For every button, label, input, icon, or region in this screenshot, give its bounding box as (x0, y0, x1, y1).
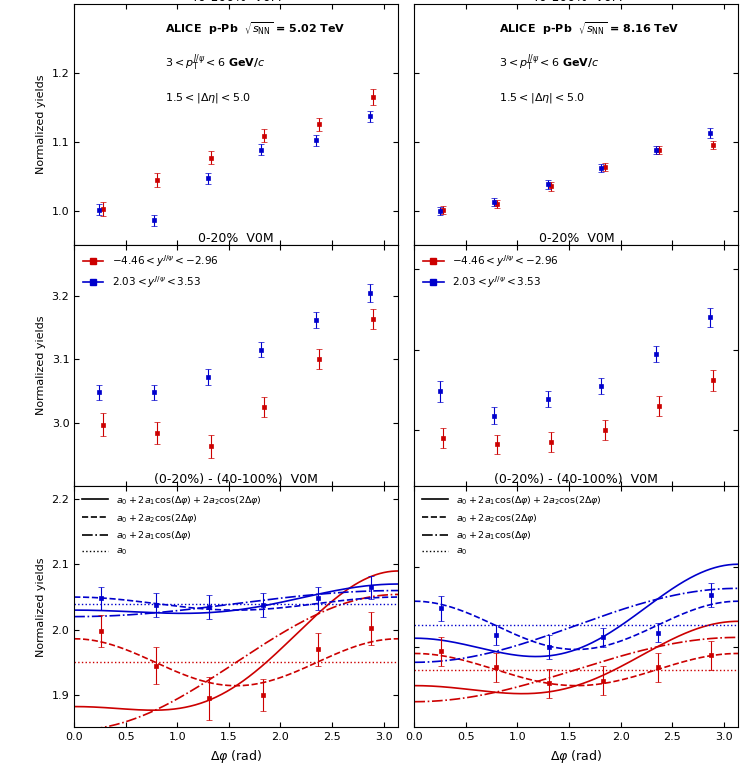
Title: 40-100%  V0M: 40-100% V0M (531, 0, 622, 4)
Title: (0-20%) - (40-100%)  V0M: (0-20%) - (40-100%) V0M (154, 473, 318, 486)
X-axis label: $\Delta\varphi$ (rad): $\Delta\varphi$ (rad) (210, 748, 262, 765)
Title: 40-100%  V0M: 40-100% V0M (191, 0, 282, 4)
Text: ALICE  p-Pb  $\sqrt{s_{\mathrm{NN}}}$ = 5.02 TeV: ALICE p-Pb $\sqrt{s_{\mathrm{NN}}}$ = 5.… (165, 20, 345, 37)
Text: $1.5 < |\Delta\eta| < 5.0$: $1.5 < |\Delta\eta| < 5.0$ (165, 91, 251, 105)
Y-axis label: Normalized yields: Normalized yields (36, 557, 46, 657)
Y-axis label: Normalized yields: Normalized yields (36, 316, 46, 415)
Text: $3 < p_{\mathrm{T}}^{J/\psi} < 6$ GeV/$c$: $3 < p_{\mathrm{T}}^{J/\psi} < 6$ GeV/$c… (165, 52, 266, 73)
Title: 0-20%  V0M: 0-20% V0M (539, 232, 614, 245)
Y-axis label: Normalized yields: Normalized yields (36, 75, 46, 174)
Text: $1.5 < |\Delta\eta| < 5.0$: $1.5 < |\Delta\eta| < 5.0$ (499, 91, 585, 105)
Legend: $a_0+2a_1\cos(\Delta\varphi)+2a_2\cos(2\Delta\varphi)$, $a_0+2a_2\cos(2\Delta\va: $a_0+2a_1\cos(\Delta\varphi)+2a_2\cos(2\… (79, 491, 264, 560)
Title: 0-20%  V0M: 0-20% V0M (198, 232, 274, 245)
Legend: $-4.46 < y^{J/\psi} < -2.96$, $2.03 < y^{J/\psi} < 3.53$: $-4.46 < y^{J/\psi} < -2.96$, $2.03 < y^… (419, 251, 562, 293)
Title: (0-20%) - (40-100%)  V0M: (0-20%) - (40-100%) V0M (494, 473, 658, 486)
Text: $3 < p_{\mathrm{T}}^{J/\psi} < 6$ GeV/$c$: $3 < p_{\mathrm{T}}^{J/\psi} < 6$ GeV/$c… (499, 52, 599, 73)
Legend: $-4.46 < y^{J/\psi} < -2.96$, $2.03 < y^{J/\psi} < 3.53$: $-4.46 < y^{J/\psi} < -2.96$, $2.03 < y^… (79, 251, 222, 293)
Legend: $a_0+2a_1\cos(\Delta\varphi)+2a_2\cos(2\Delta\varphi)$, $a_0+2a_2\cos(2\Delta\va: $a_0+2a_1\cos(\Delta\varphi)+2a_2\cos(2\… (419, 491, 605, 560)
Text: ALICE  p-Pb  $\sqrt{s_{\mathrm{NN}}}$ = 8.16 TeV: ALICE p-Pb $\sqrt{s_{\mathrm{NN}}}$ = 8.… (499, 20, 679, 37)
X-axis label: $\Delta\varphi$ (rad): $\Delta\varphi$ (rad) (551, 748, 603, 765)
